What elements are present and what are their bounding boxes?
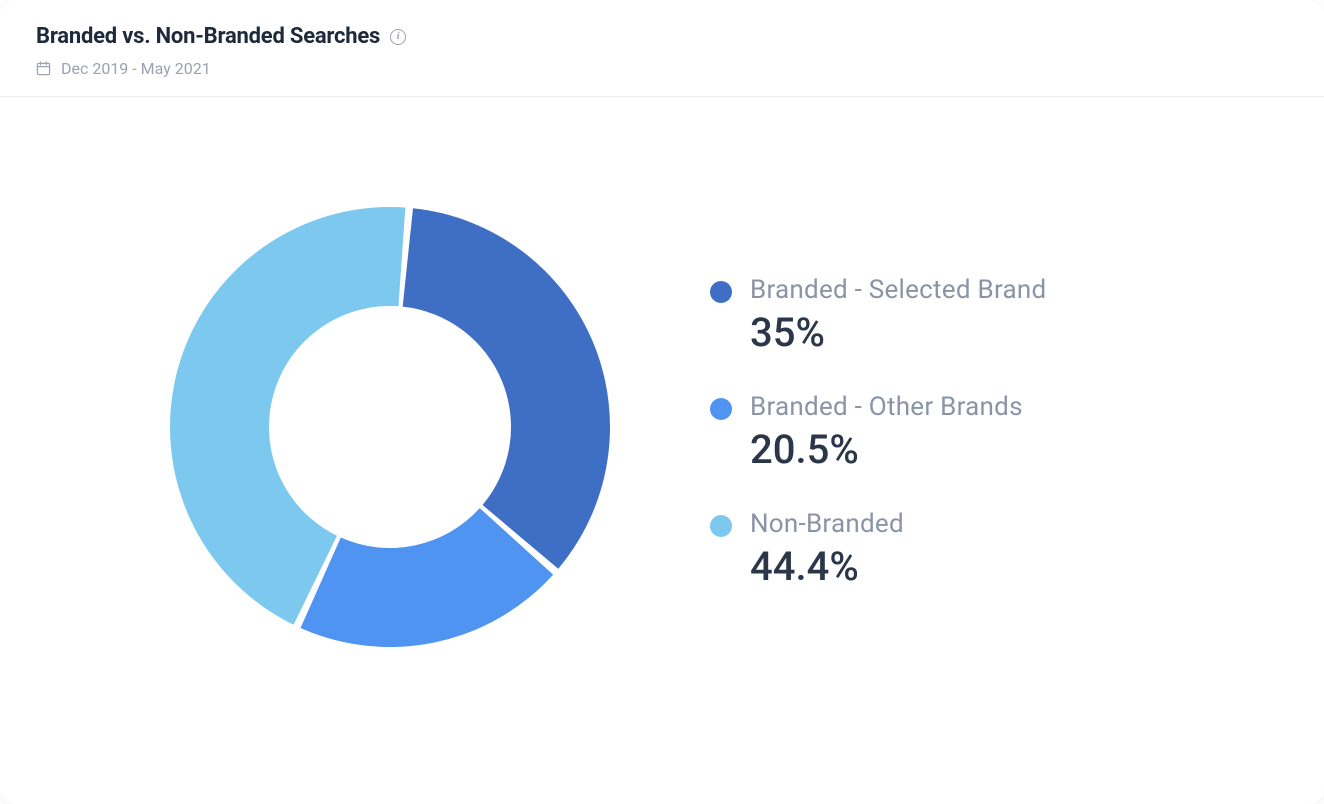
title-row: Branded vs. Non-Branded Searches i [36, 24, 1288, 49]
legend-value: 35% [750, 309, 1046, 356]
legend-label: Non-Branded [750, 509, 904, 539]
legend-value: 44.4% [750, 543, 904, 590]
legend-text: Branded - Other Brands 20.5% [750, 392, 1023, 473]
donut-chart [150, 187, 630, 667]
legend-text: Non-Branded 44.4% [750, 509, 904, 590]
legend-item[interactable]: Non-Branded 44.4% [710, 509, 1264, 590]
card-header: Branded vs. Non-Branded Searches i Dec 2… [0, 0, 1324, 97]
legend: Branded - Selected Brand 35% Branded - Oth… [710, 265, 1264, 590]
date-row: Dec 2019 - May 2021 [36, 59, 1288, 78]
legend-swatch [710, 281, 732, 303]
legend-swatch [710, 515, 732, 537]
date-range: Dec 2019 - May 2021 [61, 59, 211, 78]
legend-value: 20.5% [750, 426, 1023, 473]
info-icon[interactable]: i [390, 29, 406, 45]
card: Branded vs. Non-Branded Searches i Dec 2… [0, 0, 1324, 804]
legend-item[interactable]: Branded - Other Brands 20.5% [710, 392, 1264, 473]
legend-text: Branded - Selected Brand 35% [750, 275, 1046, 356]
card-body: Branded - Selected Brand 35% Branded - Oth… [0, 97, 1324, 727]
donut-slice[interactable] [403, 208, 610, 569]
calendar-icon [36, 61, 51, 76]
card-title: Branded vs. Non-Branded Searches [36, 24, 380, 49]
legend-item[interactable]: Branded - Selected Brand 35% [710, 275, 1264, 356]
legend-label: Branded - Selected Brand [750, 275, 1046, 305]
legend-swatch [710, 398, 732, 420]
legend-label: Branded - Other Brands [750, 392, 1023, 422]
